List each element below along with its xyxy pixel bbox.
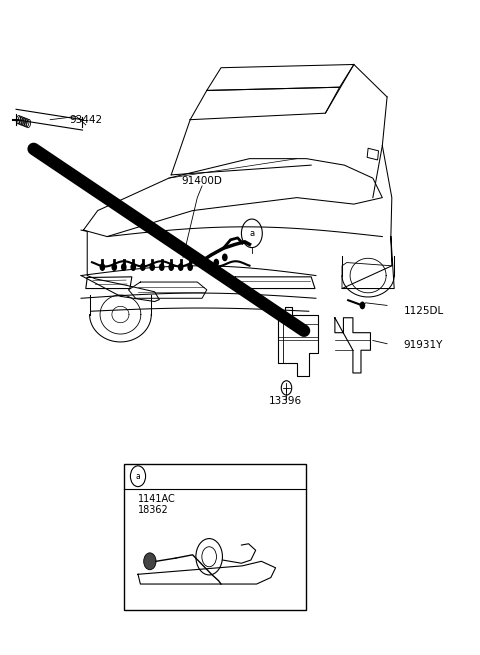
Circle shape xyxy=(131,263,136,271)
Text: a: a xyxy=(136,472,140,481)
Circle shape xyxy=(204,262,210,270)
Text: 1141AC: 1141AC xyxy=(138,494,176,504)
Text: 1125DL: 1125DL xyxy=(404,307,444,316)
Circle shape xyxy=(144,553,156,570)
Circle shape xyxy=(178,263,183,271)
Circle shape xyxy=(149,263,155,271)
Text: 91400D: 91400D xyxy=(181,176,223,186)
Text: 13396: 13396 xyxy=(268,396,301,405)
Circle shape xyxy=(360,301,365,309)
Circle shape xyxy=(159,263,165,271)
Text: a: a xyxy=(249,229,254,238)
Text: 91931Y: 91931Y xyxy=(404,340,443,350)
Circle shape xyxy=(168,263,174,271)
Bar xyxy=(124,464,306,610)
Circle shape xyxy=(187,263,193,271)
Text: 93442: 93442 xyxy=(69,115,102,125)
Circle shape xyxy=(214,259,219,267)
Circle shape xyxy=(140,263,145,271)
Circle shape xyxy=(222,253,228,261)
Circle shape xyxy=(111,263,117,271)
Text: 18362: 18362 xyxy=(138,505,169,515)
Circle shape xyxy=(121,263,127,271)
Circle shape xyxy=(99,263,105,271)
